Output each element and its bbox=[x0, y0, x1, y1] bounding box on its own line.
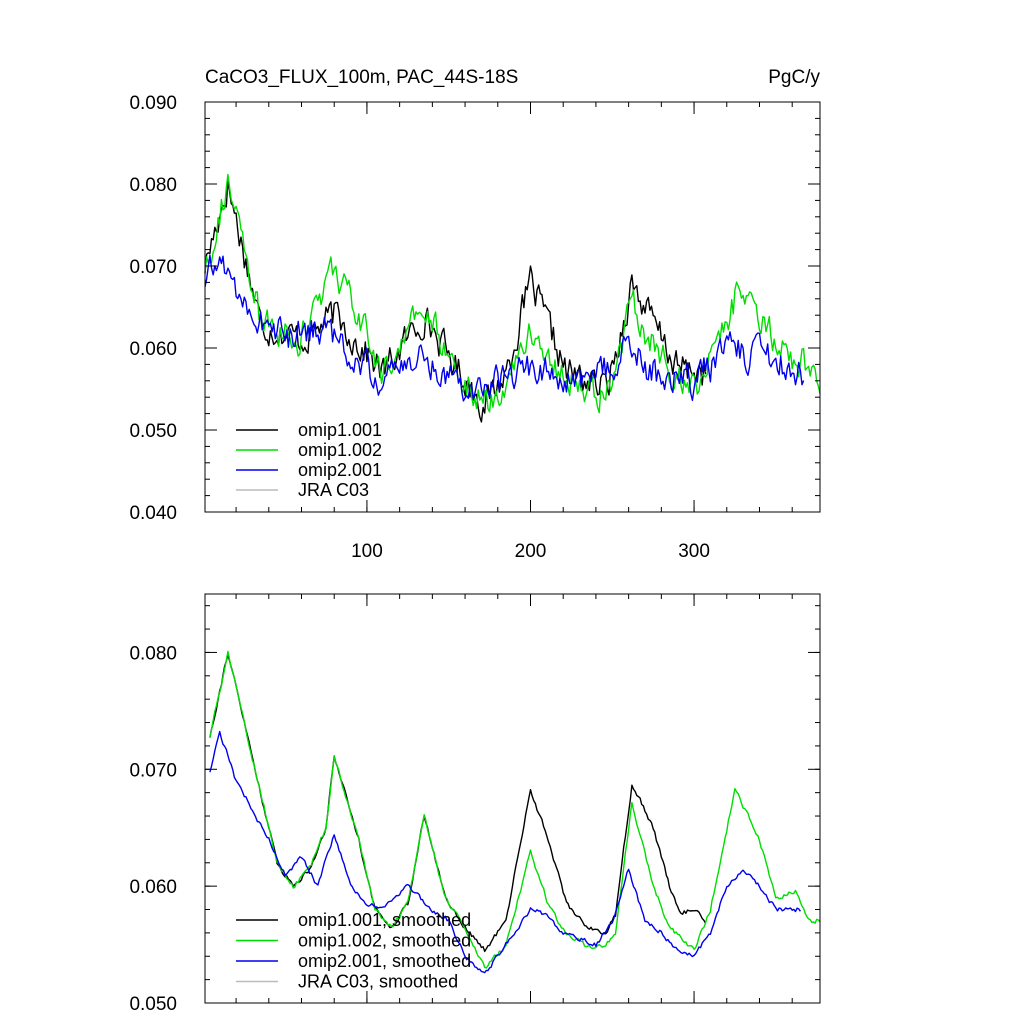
y-tick-label: 0.070 bbox=[129, 257, 177, 278]
series-line-omip2-001-smoothed bbox=[209, 730, 801, 974]
series-line-omip1-002-smoothed bbox=[209, 650, 821, 969]
x-tick-label: 200 bbox=[515, 541, 547, 562]
y-tick-label: 0.050 bbox=[129, 421, 177, 442]
y-tick-label: 0.080 bbox=[129, 643, 177, 664]
legend-label: omip1.002 bbox=[298, 440, 382, 460]
y-tick-label: 0.040 bbox=[129, 503, 177, 524]
plot-frame bbox=[204, 101, 821, 513]
chart-title: CaCO3_FLUX_100m, PAC_44S-18S bbox=[205, 67, 518, 88]
legend-label: JRA C03, smoothed bbox=[298, 972, 458, 992]
chart-units: PgC/y bbox=[768, 67, 820, 88]
y-tick-label: 0.080 bbox=[129, 175, 177, 196]
y-tick-label: 0.060 bbox=[129, 339, 177, 360]
series-line-omip1-001 bbox=[204, 179, 707, 423]
legend-label: omip1.001 bbox=[298, 420, 382, 440]
y-tick-label: 0.060 bbox=[129, 877, 177, 898]
series-line-omip2-001 bbox=[204, 254, 805, 402]
x-tick-label: 100 bbox=[351, 541, 383, 562]
y-tick-label: 0.090 bbox=[129, 93, 177, 114]
y-tick-label: 0.070 bbox=[129, 760, 177, 781]
legend-label: omip2.001 bbox=[298, 460, 382, 480]
chart-panel-1: 100 200 300 0.040 0.050 0.060 0.070 0.080 0.090 C… bbox=[129, 67, 821, 562]
legend-label: omip1.002, smoothed bbox=[298, 931, 471, 951]
y-tick-label: 0.050 bbox=[129, 994, 177, 1015]
x-tick-label: 300 bbox=[678, 541, 710, 562]
legend-label: JRA C03 bbox=[298, 480, 369, 500]
legend-label: omip1.001, smoothed bbox=[298, 910, 471, 930]
legend-label: omip2.001, smoothed bbox=[298, 951, 471, 971]
plot-frame bbox=[204, 593, 821, 1004]
